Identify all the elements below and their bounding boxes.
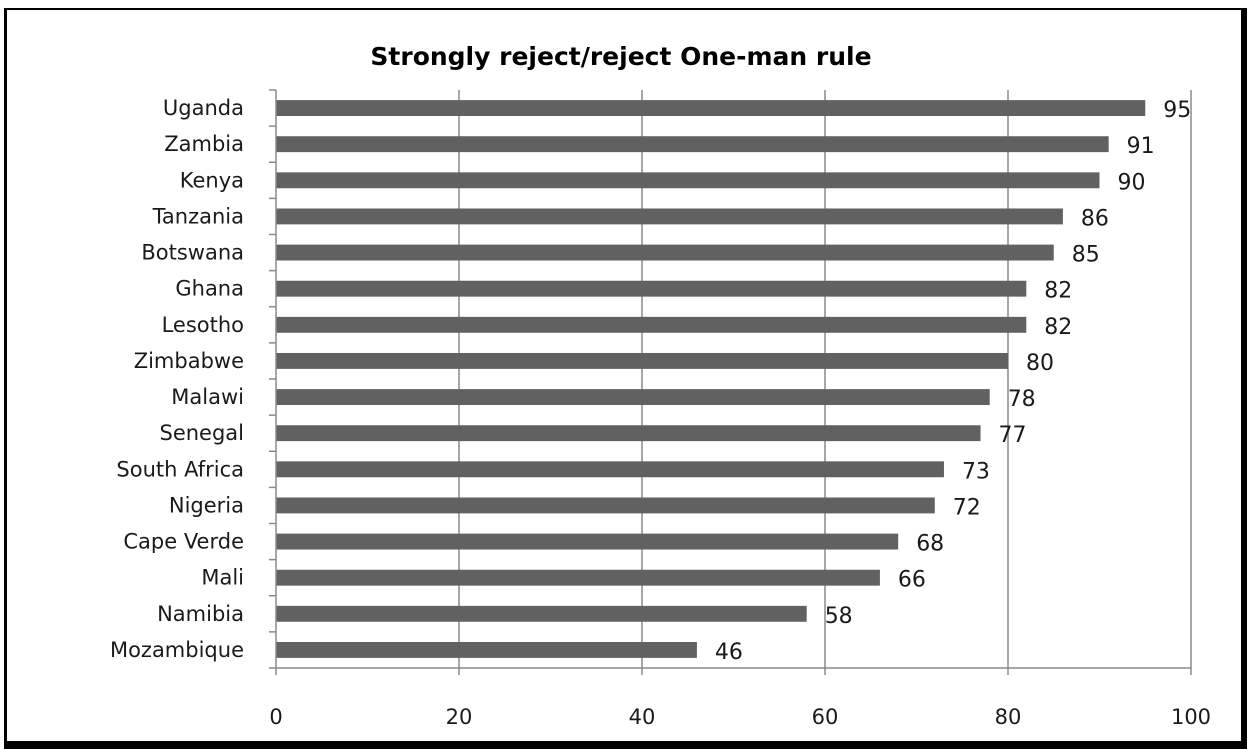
data-label-mozambique: 46 [715, 640, 743, 665]
category-label-ghana: Ghana [175, 277, 244, 301]
category-label-malawi: Malawi [171, 385, 244, 409]
x-tick-label-20: 20 [446, 705, 473, 729]
data-label-zimbabwe: 80 [1026, 351, 1054, 376]
data-label-senegal: 77 [999, 423, 1027, 448]
chart-title: Strongly reject/reject One-man rule [370, 42, 872, 71]
data-label-south-africa: 73 [962, 459, 990, 484]
data-label-botswana: 85 [1072, 243, 1100, 268]
data-label-mali: 66 [898, 568, 926, 593]
bar-mozambique [276, 641, 697, 658]
category-label-south-africa: South Africa [116, 457, 244, 481]
category-label-nigeria: Nigeria [169, 493, 244, 517]
data-label-tanzania: 86 [1081, 206, 1109, 231]
x-tick-label-40: 40 [629, 705, 656, 729]
data-label-kenya: 90 [1118, 170, 1146, 195]
bar-south-africa [276, 461, 944, 478]
bar-zimbabwe [276, 352, 1008, 369]
category-label-mozambique: Mozambique [110, 638, 244, 662]
data-label-malawi: 78 [1008, 387, 1036, 412]
category-label-zimbabwe: Zimbabwe [134, 349, 244, 373]
bar-senegal [276, 425, 981, 442]
bar-uganda [276, 100, 1146, 117]
category-label-uganda: Uganda [163, 96, 244, 120]
category-label-kenya: Kenya [180, 168, 244, 192]
x-tick-label-80: 80 [995, 705, 1022, 729]
data-label-nigeria: 72 [953, 495, 981, 520]
category-label-cape-verde: Cape Verde [123, 530, 244, 554]
data-label-uganda: 95 [1163, 98, 1191, 123]
data-label-ghana: 82 [1044, 279, 1072, 304]
data-label-namibia: 58 [825, 604, 853, 629]
bar-ghana [276, 280, 1027, 297]
bar-zambia [276, 136, 1109, 153]
bar-namibia [276, 605, 807, 622]
category-label-senegal: Senegal [159, 421, 244, 445]
x-tick-label-0: 0 [269, 705, 282, 729]
category-label-zambia: Zambia [164, 132, 244, 156]
data-label-zambia: 91 [1127, 134, 1155, 159]
bar-tanzania [276, 208, 1063, 225]
x-tick-label-100: 100 [1171, 705, 1211, 729]
category-label-namibia: Namibia [157, 602, 244, 626]
category-label-lesotho: Lesotho [162, 313, 244, 337]
category-label-mali: Mali [201, 566, 244, 590]
bar-botswana [276, 244, 1054, 261]
bar-malawi [276, 389, 990, 406]
x-tick-label-60: 60 [812, 705, 839, 729]
bar-lesotho [276, 316, 1027, 333]
data-label-cape-verde: 68 [916, 532, 944, 557]
bar-nigeria [276, 497, 935, 514]
category-label-botswana: Botswana [141, 241, 244, 265]
bar-kenya [276, 172, 1100, 189]
data-label-lesotho: 82 [1044, 315, 1072, 340]
category-label-tanzania: Tanzania [152, 204, 244, 228]
bar-cape-verde [276, 533, 899, 550]
bar-mali [276, 569, 880, 586]
